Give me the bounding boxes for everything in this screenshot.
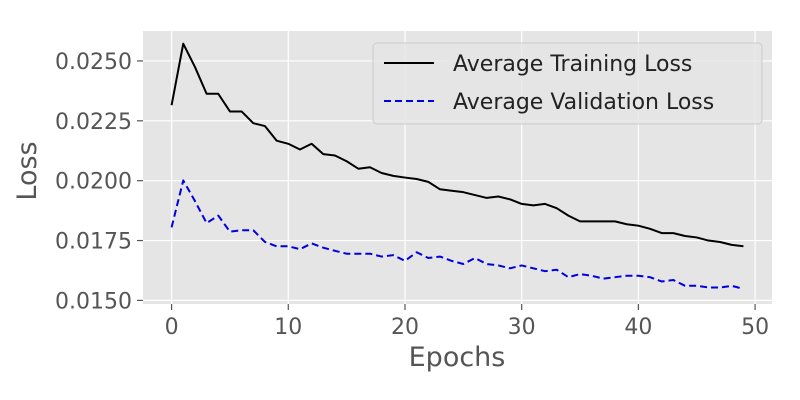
x-tick-label: 40 xyxy=(624,315,652,340)
y-tick-label: 0.0175 xyxy=(55,230,132,255)
validation-loss-line xyxy=(170,179,744,290)
x-tick-label: 30 xyxy=(508,315,536,340)
x-tick-label: 50 xyxy=(741,315,769,340)
x-axis-label: Epochs xyxy=(409,342,506,373)
legend-label-training: Average Training Loss xyxy=(453,52,692,77)
series-lines xyxy=(170,42,744,290)
legend-label-validation: Average Validation Loss xyxy=(453,90,714,115)
y-tick-label: 0.0225 xyxy=(55,110,132,135)
x-tick-label: 10 xyxy=(274,315,302,340)
x-axis-ticks: 0 10 20 30 40 50 xyxy=(165,304,769,340)
legend-box xyxy=(372,42,763,125)
y-axis-ticks: 0.0150 0.0175 0.0200 0.0225 0.0250 xyxy=(55,50,143,314)
y-tick-label: 0.0250 xyxy=(55,50,132,75)
legend: Average Training Loss Average Validation… xyxy=(372,42,763,125)
training-loss-line xyxy=(170,42,744,248)
y-tick-label: 0.0150 xyxy=(55,289,132,314)
y-axis-label: Loss xyxy=(12,141,43,200)
x-tick-label: 20 xyxy=(391,315,419,340)
x-tick-label: 0 xyxy=(165,315,179,340)
y-tick-label: 0.0200 xyxy=(55,170,132,195)
